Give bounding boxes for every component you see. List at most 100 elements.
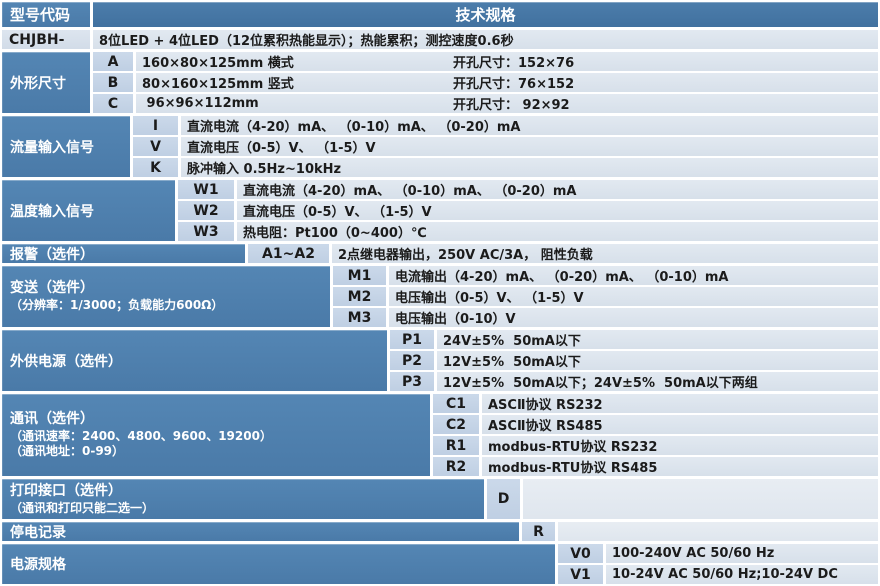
code-cell: M1 [333,266,386,285]
desc-cell: 10-24V AC 50/60 Hz;10-24V DC [606,565,878,584]
code-cell: R1 [433,436,479,455]
code-cell: C1 [433,394,479,413]
desc-cell: ASCⅡ协议 RS232 [482,394,878,413]
section-communication: 通讯（选件） （通讯速率：2400、4800、9600、19200） （通讯地址… [2,394,878,476]
section-label-dimensions: 外形尺寸 [2,52,90,113]
section-flow-input: 流量输入信号 I 直流电流（4-20）mA、 （0-10）mA、 （0-20）m… [2,116,878,177]
dim-size-text: 160×80×125mm 横式 [142,56,294,71]
record-row-r: R [522,522,878,541]
desc-cell: 2点继电器输出，250V AC/3A， 阻性负载 [332,244,878,263]
flow-row-k: K 脉冲输入 0.5Hz~10kHz [133,158,878,177]
code-cell: I [133,116,178,135]
power-row-v1: V1 10-24V AC 50/60 Hz;10-24V DC [558,565,878,584]
model-code-cell: CHJBH- [2,30,90,49]
section-power-spec: 电源规格 V0 100-240V AC 50/60 Hz V1 10-24V A… [2,544,878,584]
desc-cell: 电压输出（0-10）V [389,308,878,327]
flow-row-v: V 直流电压（0-5）V、 （1-5）V [133,137,878,156]
model-desc-cell: 8位LED + 4位LED（12位累积热能显示）；热能累积；测控速度0.6秒 [93,30,878,49]
code-cell: B [93,73,133,92]
comm-label-sub-addr: （通讯地址：0-99） [10,444,125,459]
cutout-size-text: 开孔尺寸：76×152 [453,77,575,92]
print-label-main: 打印接口（选件） [10,482,122,499]
desc-cell: 直流电压（0-5）V、 （1-5）V [237,201,878,220]
transmit-label-sub: （分辨率：1/3000；负载能力600Ω） [10,298,224,313]
code-cell: D [487,479,520,519]
section-external-power: 外供电源（选件） P1 24V±5% 50mA以下 P2 12V±5% 50mA… [2,330,878,391]
section-label-temp: 温度输入信号 [2,180,175,241]
code-cell: A [93,52,133,71]
section-poweroff-record: 停电记录 R [2,522,878,541]
model-row: CHJBH- 8位LED + 4位LED（12位累积热能显示）；热能累积；测控速… [2,30,878,49]
section-label-power-spec: 电源规格 [2,544,555,584]
code-cell: M3 [333,308,386,327]
comm-row-r2: R2 modbus-RTU协议 RS485 [433,457,878,476]
desc-cell: 直流电流（4-20）mA、 （0-10）mA、 （0-20）mA [237,180,878,199]
power-row-v0: V0 100-240V AC 50/60 Hz [558,544,878,563]
transmit-row-m3: M3 电压输出（0-10）V [333,308,878,327]
code-cell: W3 [178,222,234,241]
desc-cell: modbus-RTU协议 RS232 [482,436,878,455]
section-print-interface: 打印接口（选件） （通讯和打印只能二选一） D [2,479,878,519]
dim-size-text: 96×96×112mm [142,96,259,111]
desc-cell: 160×80×125mm 横式 开孔尺寸：152×76 [136,52,878,71]
code-cell: R2 [433,457,479,476]
table-header-row: 型号代码 技术规格 [2,2,878,27]
code-cell: R [522,522,555,541]
desc-cell: 12V±5% 50mA以下 [437,351,878,370]
desc-cell: 直流电流（4-20）mA、 （0-10）mA、 （0-20）mA [181,116,878,135]
comm-row-c2: C2 ASCⅡ协议 RS485 [433,415,878,434]
section-label-record: 停电记录 [2,522,519,541]
desc-cell: 电压输出（0-5）V、 （1-5）V [389,287,878,306]
comm-label-sub-rate: （通讯速率：2400、4800、9600、19200） [10,428,272,443]
code-cell: W1 [178,180,234,199]
print-label-sub: （通讯和打印只能二选一） [10,500,155,515]
code-cell: A1~A2 [248,244,329,263]
dim-row-b: B 80×160×125mm 竖式 开孔尺寸：76×152 [93,73,878,92]
section-label-flow: 流量输入信号 [2,116,130,177]
section-temp-input: 温度输入信号 W1 直流电流（4-20）mA、 （0-10）mA、 （0-20）… [2,180,878,241]
cutout-size-text: 开孔尺寸：152×76 [453,56,575,71]
section-label-communication: 通讯（选件） （通讯速率：2400、4800、9600、19200） （通讯地址… [2,394,430,476]
dim-row-c: C 96×96×112mm 开孔尺寸： 92×92 [93,94,878,113]
code-cell: P3 [390,372,434,391]
desc-cell: 电流输出（4-20）mA、 （0-20）mA、 （0-10）mA [389,266,878,285]
comm-label-main: 通讯（选件） [10,410,94,427]
code-cell: P2 [390,351,434,370]
extpower-row-p3: P3 12V±5% 50mA以下；24V±5% 50mA以下两组 [390,372,878,391]
desc-cell: 80×160×125mm 竖式 开孔尺寸：76×152 [136,73,878,92]
comm-row-c1: C1 ASCⅡ协议 RS232 [433,394,878,413]
temp-row-w3: W3 热电阻：Pt100（0~400）℃ [178,222,878,241]
transmit-row-m1: M1 电流输出（4-20）mA、 （0-20）mA、 （0-10）mA [333,266,878,285]
header-tech-spec: 技术规格 [93,2,878,27]
temp-row-w2: W2 直流电压（0-5）V、 （1-5）V [178,201,878,220]
code-cell: V [133,137,178,156]
desc-cell: ASCⅡ协议 RS485 [482,415,878,434]
dim-row-a: A 160×80×125mm 横式 开孔尺寸：152×76 [93,52,878,71]
section-label-transmit: 变送（选件） （分辨率：1/3000；负载能力600Ω） [2,266,330,327]
alarm-row: A1~A2 2点继电器输出，250V AC/3A， 阻性负载 [248,244,878,263]
desc-cell: 100-240V AC 50/60 Hz [606,544,878,563]
code-cell: M2 [333,287,386,306]
comm-row-r1: R1 modbus-RTU协议 RS232 [433,436,878,455]
code-cell: P1 [390,330,434,349]
dim-size-text: 80×160×125mm 竖式 [142,77,294,92]
header-model-code: 型号代码 [2,2,90,27]
desc-cell: 24V±5% 50mA以下 [437,330,878,349]
transmit-label-main: 变送（选件） [10,280,94,297]
section-label-print: 打印接口（选件） （通讯和打印只能二选一） [2,479,484,519]
code-cell: W2 [178,201,234,220]
desc-cell: modbus-RTU协议 RS485 [482,457,878,476]
section-dimensions: 外形尺寸 A 160×80×125mm 横式 开孔尺寸：152×76 B 80×1… [2,52,878,113]
section-label-external-power: 外供电源（选件） [2,330,387,391]
desc-cell: 96×96×112mm 开孔尺寸： 92×92 [136,94,878,113]
code-cell: C2 [433,415,479,434]
extpower-row-p1: P1 24V±5% 50mA以下 [390,330,878,349]
extpower-row-p2: P2 12V±5% 50mA以下 [390,351,878,370]
section-alarm: 报警（选件） A1~A2 2点继电器输出，250V AC/3A， 阻性负载 [2,244,878,263]
desc-cell: 12V±5% 50mA以下；24V±5% 50mA以下两组 [437,372,878,391]
section-transmit: 变送（选件） （分辨率：1/3000；负载能力600Ω） M1 电流输出（4-2… [2,266,878,327]
desc-cell: 脉冲输入 0.5Hz~10kHz [181,158,878,177]
flow-row-i: I 直流电流（4-20）mA、 （0-10）mA、 （0-20）mA [133,116,878,135]
desc-cell: 直流电压（0-5）V、 （1-5）V [181,137,878,156]
